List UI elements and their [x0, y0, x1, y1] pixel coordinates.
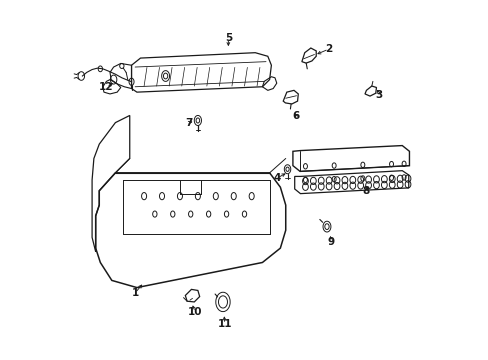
Text: 9: 9 — [327, 237, 334, 247]
Text: 11: 11 — [217, 319, 231, 329]
Text: 12: 12 — [99, 82, 113, 93]
Text: 2: 2 — [325, 44, 332, 54]
Text: 3: 3 — [375, 90, 382, 100]
Text: 10: 10 — [188, 307, 202, 317]
Text: 5: 5 — [224, 33, 231, 43]
Text: 6: 6 — [292, 111, 300, 121]
Text: 1: 1 — [131, 288, 139, 298]
Text: 4: 4 — [272, 173, 280, 183]
Text: 8: 8 — [362, 186, 369, 197]
Text: 7: 7 — [185, 118, 192, 128]
